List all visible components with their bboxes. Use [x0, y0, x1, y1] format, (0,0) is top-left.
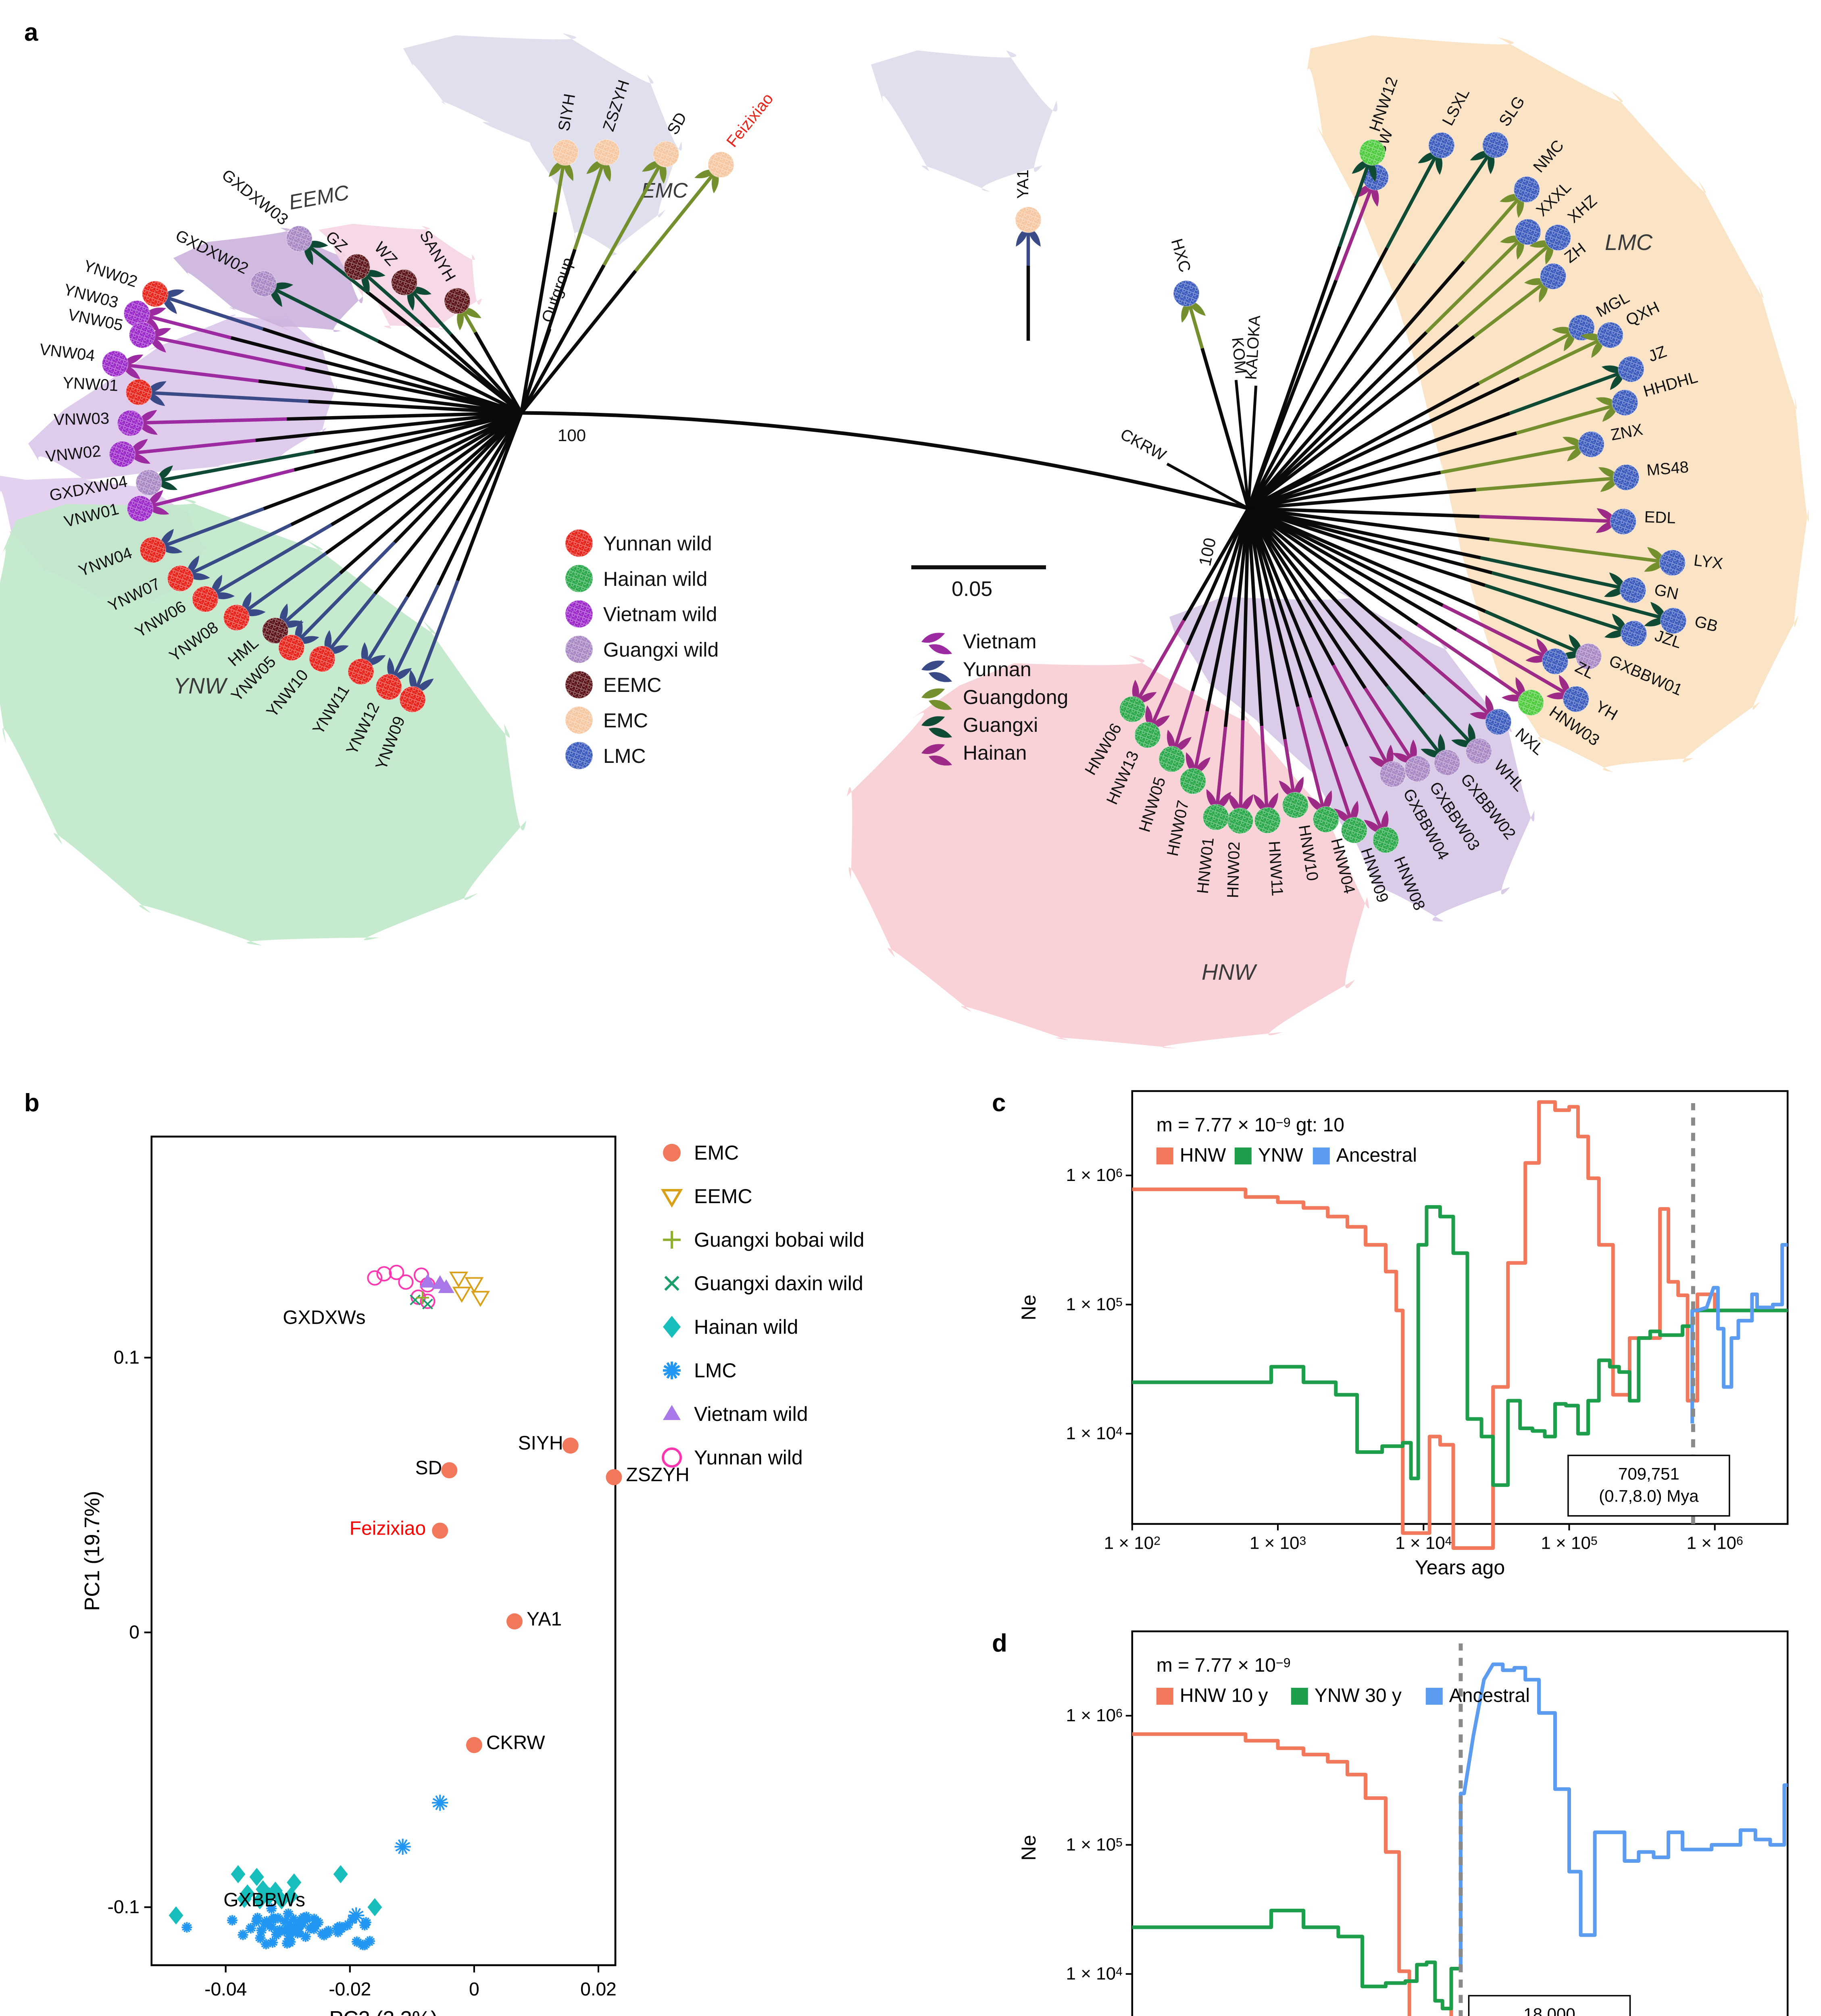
svg-text:PC2 (2.3%): PC2 (2.3%): [329, 2007, 438, 2016]
svg-text:0.02: 0.02: [580, 1979, 617, 1999]
svg-text:Years ago: Years ago: [1415, 1556, 1505, 1579]
svg-text:18,000: 18,000: [1523, 2005, 1575, 2016]
svg-text:Hainan wild: Hainan wild: [603, 568, 707, 590]
svg-text:709,751: 709,751: [1618, 1464, 1679, 1483]
svg-text:0: 0: [469, 1979, 479, 1999]
svg-text:LMC: LMC: [603, 745, 646, 767]
svg-text:1 × 106: 1 × 106: [1066, 1706, 1123, 1725]
svg-text:VNW03: VNW03: [54, 410, 110, 429]
svg-text:YNW: YNW: [173, 673, 228, 698]
svg-text:1 × 104: 1 × 104: [1066, 1424, 1123, 1443]
svg-text:SIYH: SIYH: [518, 1433, 563, 1454]
svg-text:LYX: LYX: [1693, 552, 1724, 573]
svg-text:HNW02: HNW02: [1224, 841, 1244, 898]
svg-text:CKRW: CKRW: [1117, 425, 1169, 464]
svg-text:YNW 30 y: YNW 30 y: [1315, 1685, 1402, 1706]
svg-text:Guangxi daxin wild: Guangxi daxin wild: [694, 1272, 863, 1295]
svg-text:YNW01: YNW01: [62, 374, 119, 394]
svg-text:Yunnan wild: Yunnan wild: [694, 1446, 803, 1469]
svg-text:Ancestral: Ancestral: [1336, 1145, 1417, 1166]
svg-text:m = 7.77 × 10−9: m = 7.77 × 10−9: [1156, 1655, 1291, 1676]
svg-text:-0.04: -0.04: [204, 1979, 247, 1999]
svg-text:GXBBWs: GXBBWs: [223, 1889, 305, 1911]
svg-text:0.1: 0.1: [114, 1347, 140, 1368]
svg-text:PC1 (19.7%): PC1 (19.7%): [81, 1491, 104, 1611]
svg-text:HNW11: HNW11: [1265, 840, 1286, 896]
svg-text:Hainan wild: Hainan wild: [694, 1316, 798, 1338]
svg-text:GXDXWs: GXDXWs: [283, 1307, 365, 1328]
svg-text:HNW: HNW: [1202, 959, 1258, 985]
svg-text:Guangxi bobai wild: Guangxi bobai wild: [694, 1229, 865, 1251]
svg-text:Guangxi: Guangxi: [963, 714, 1038, 736]
svg-text:Yunnan: Yunnan: [963, 658, 1031, 681]
svg-text:KALOKA: KALOKA: [1242, 314, 1264, 380]
svg-text:1 × 105: 1 × 105: [1066, 1295, 1123, 1314]
svg-text:LMC: LMC: [1605, 229, 1653, 255]
svg-text:EMC: EMC: [603, 709, 648, 732]
svg-text:1 × 102: 1 × 102: [1104, 1533, 1161, 1553]
svg-text:HNW: HNW: [1180, 1145, 1226, 1166]
svg-text:1 × 106: 1 × 106: [1066, 1165, 1123, 1185]
svg-text:0.05: 0.05: [952, 577, 992, 601]
svg-text:EEMC: EEMC: [603, 674, 661, 696]
svg-text:Ancestral: Ancestral: [1449, 1685, 1530, 1706]
svg-text:1 × 104: 1 × 104: [1395, 1533, 1452, 1553]
svg-text:1 × 105: 1 × 105: [1066, 1835, 1123, 1855]
svg-text:EEMC: EEMC: [694, 1185, 752, 1208]
svg-text:1 × 104: 1 × 104: [1066, 1964, 1123, 1984]
svg-text:YA1: YA1: [1014, 169, 1032, 199]
svg-text:1 × 105: 1 × 105: [1541, 1533, 1597, 1553]
svg-text:1 × 103: 1 × 103: [1250, 1533, 1306, 1553]
svg-text:(0.7,8.0) Mya: (0.7,8.0) Mya: [1599, 1487, 1699, 1506]
svg-text:Feizixiao: Feizixiao: [350, 1518, 426, 1539]
svg-text:EMC: EMC: [694, 1141, 739, 1164]
svg-text:Ne: Ne: [1017, 1835, 1040, 1861]
svg-text:Guangdong: Guangdong: [963, 686, 1068, 708]
svg-text:ZSZYH: ZSZYH: [626, 1464, 690, 1486]
svg-text:CKRW: CKRW: [486, 1732, 545, 1754]
svg-text:YNW02: YNW02: [81, 257, 140, 291]
svg-text:1 × 106: 1 × 106: [1687, 1533, 1743, 1553]
svg-text:100: 100: [558, 426, 586, 445]
svg-text:Hainan: Hainan: [963, 741, 1027, 764]
svg-text:Vietnam wild: Vietnam wild: [603, 603, 717, 626]
svg-text:YNW: YNW: [1258, 1145, 1304, 1166]
svg-text:m = 7.77 × 10−9 gt: 10: m = 7.77 × 10−9 gt: 10: [1156, 1114, 1344, 1136]
svg-text:YA1: YA1: [527, 1608, 562, 1630]
svg-text:Vietnam wild: Vietnam wild: [694, 1403, 808, 1425]
svg-text:LMC: LMC: [694, 1359, 737, 1382]
svg-text:VNW04: VNW04: [39, 341, 96, 365]
svg-text:EEMC: EEMC: [287, 181, 351, 215]
svg-text:Guangxi wild: Guangxi wild: [603, 638, 719, 661]
svg-text:0: 0: [129, 1622, 140, 1643]
svg-text:Yunnan wild: Yunnan wild: [603, 532, 712, 555]
svg-text:EDL: EDL: [1644, 508, 1676, 527]
svg-text:SD: SD: [415, 1458, 442, 1479]
svg-text:HXC: HXC: [1168, 237, 1194, 274]
svg-text:MS48: MS48: [1646, 458, 1690, 479]
svg-text:EMC: EMC: [641, 179, 688, 202]
svg-text:Vietnam: Vietnam: [963, 630, 1037, 653]
svg-text:-0.02: -0.02: [329, 1979, 371, 1999]
svg-text:HNW 10 y: HNW 10 y: [1180, 1685, 1268, 1706]
svg-text:-0.1: -0.1: [108, 1896, 140, 1917]
svg-text:GXDXW03: GXDXW03: [219, 166, 292, 229]
svg-text:Feizixiao: Feizixiao: [723, 90, 777, 151]
svg-text:Ne: Ne: [1017, 1295, 1040, 1320]
